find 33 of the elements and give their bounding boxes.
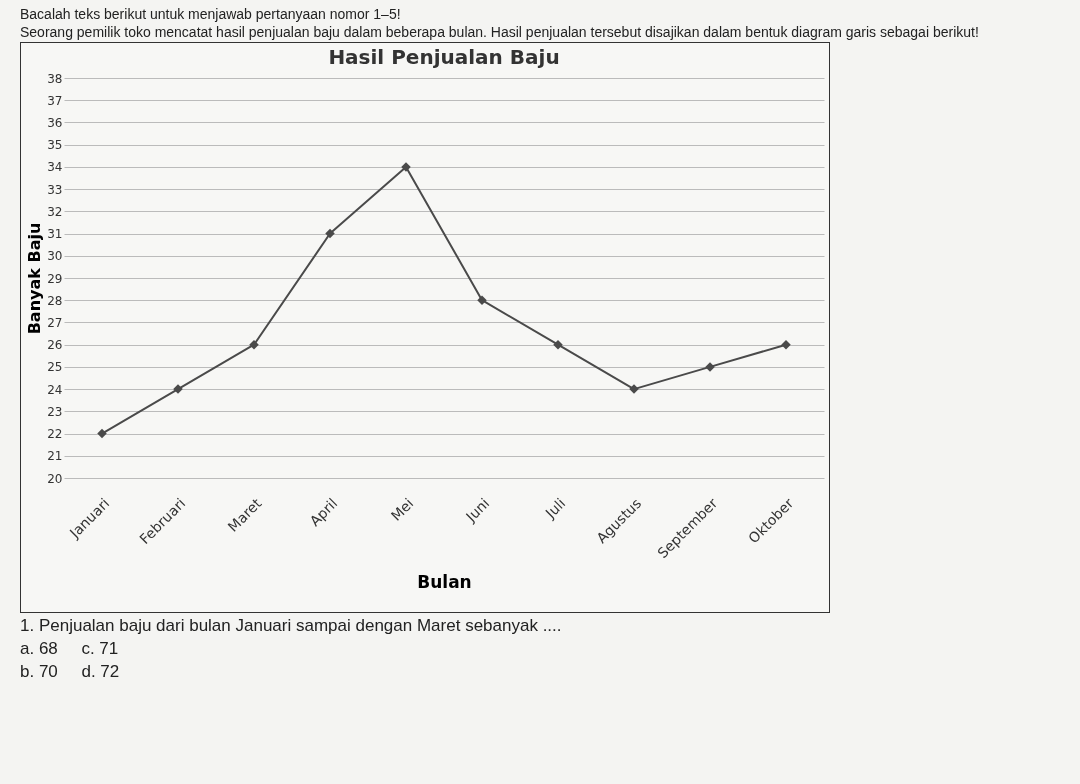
y-tick-label: 26: [47, 338, 63, 353]
chart-title: Hasil Penjualan Baju: [328, 45, 560, 69]
y-tick-label: 27: [47, 315, 63, 330]
point: [325, 228, 335, 239]
text: a. 68 c. 71: [20, 639, 120, 659]
y-tick-label: 24: [47, 382, 63, 397]
y-tick-label: 38: [47, 71, 63, 86]
point: [781, 339, 791, 350]
point: [553, 339, 563, 350]
y-tick-label: 35: [47, 138, 63, 153]
y-tick-label: 37: [47, 93, 63, 108]
text: b. 70 d. 72: [20, 662, 121, 682]
y-tick-label: 29: [47, 271, 63, 286]
y-tick-label: 22: [47, 427, 63, 442]
y-tick-label: 25: [47, 360, 63, 375]
y-tick-label: 28: [47, 293, 63, 308]
y-tick-label: 31: [47, 227, 63, 242]
point: [97, 428, 107, 439]
x-axis-title: Bulan: [417, 572, 472, 593]
y-tick-label: 23: [47, 404, 63, 419]
y-axis-title: Banyak Baju: [25, 222, 45, 335]
y-tick-label: 20: [47, 471, 63, 486]
y-tick-label: 33: [47, 182, 63, 197]
text: Bacalah teks berikut untuk menjawab pertanyaan nomor 1–5!: [20, 6, 402, 22]
y-tick-label: 30: [47, 249, 63, 264]
y-tick-label: 32: [47, 204, 63, 219]
y-tick-label: 36: [47, 115, 63, 130]
y-tick-label: 21: [47, 449, 63, 464]
x-tick-label: Mei: [387, 495, 417, 524]
y-tick-label: 34: [47, 160, 63, 175]
point: [249, 339, 259, 350]
text: Seorang pemilik toko mencatat hasil penjualan baju dalam beberapa bulan. Hasil penjualan tersebut disajikan dalam bentuk diagram garis sebagai berikut!: [20, 24, 980, 40]
text: 1. Penjualan baju dari bulan Januari sampai dengan Maret sebanyak ....: [20, 616, 563, 636]
